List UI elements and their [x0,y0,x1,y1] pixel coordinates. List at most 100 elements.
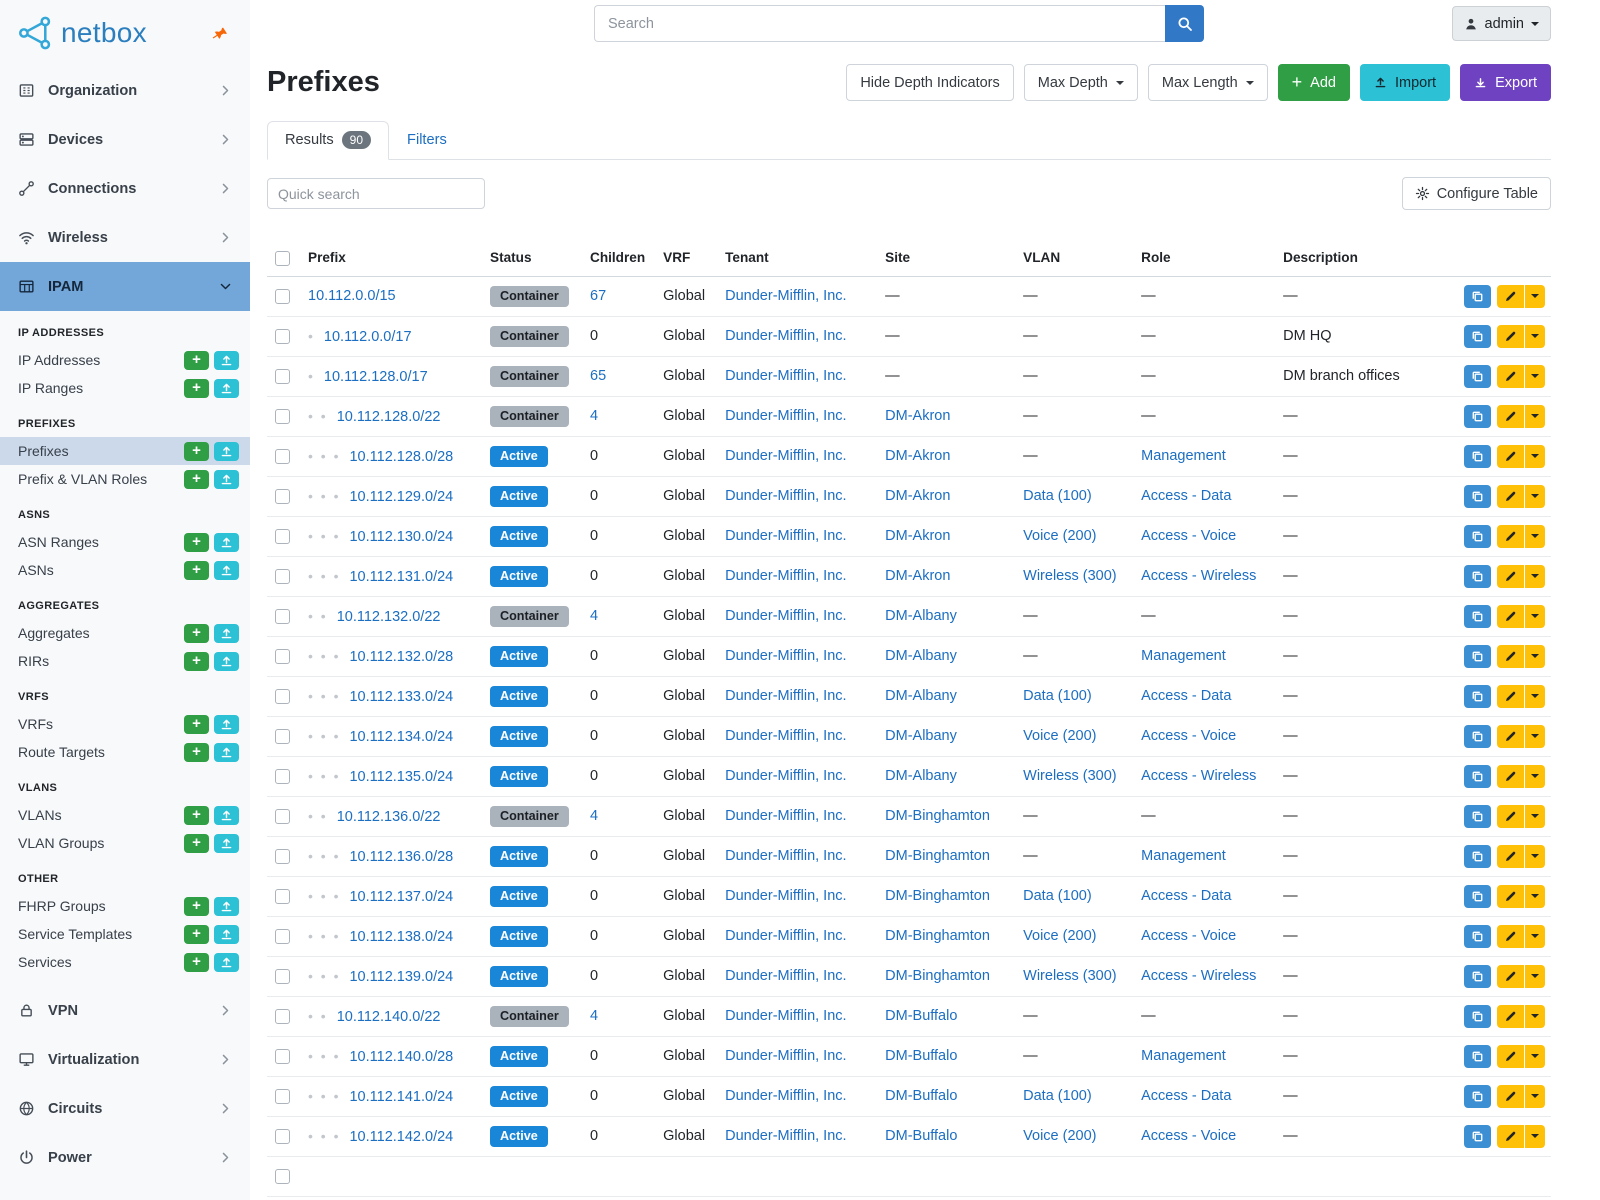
sidebar-item-fhrp-groups[interactable]: FHRP Groups + [0,892,250,920]
tenant-link[interactable]: Dunder-Mifflin, Inc. [725,448,847,465]
copy-button[interactable] [1464,1084,1491,1108]
row-actions-dropdown[interactable] [1525,804,1545,828]
row-actions-dropdown[interactable] [1525,444,1545,468]
site-link[interactable]: DM-Buffalo [885,1128,958,1145]
prefix-link[interactable]: 10.112.129.0/24 [349,488,454,505]
row-actions-dropdown[interactable] [1525,404,1545,428]
vlan-link[interactable]: Voice (200) [1023,728,1097,745]
children-link[interactable]: 4 [590,808,599,825]
search-input[interactable] [594,5,1165,42]
tenant-link[interactable]: Dunder-Mifflin, Inc. [725,1048,847,1065]
quick-add-button[interactable]: + [184,714,209,734]
role-link[interactable]: Management [1141,1048,1226,1065]
quick-import-button[interactable] [214,952,239,972]
row-actions-dropdown[interactable] [1525,284,1545,308]
vlan-link[interactable]: Data (100) [1023,688,1092,705]
select-all-checkbox[interactable] [275,250,290,266]
row-checkbox[interactable] [275,889,290,905]
vlan-link[interactable]: Data (100) [1023,888,1092,905]
prefix-link[interactable]: 10.112.128.0/22 [336,408,441,425]
edit-button[interactable] [1497,364,1524,388]
edit-button[interactable] [1497,684,1524,708]
copy-button[interactable] [1464,284,1491,308]
prefix-link[interactable]: 10.112.130.0/24 [349,528,454,545]
hide-depth-indicators-button[interactable]: Hide Depth Indicators [846,64,1014,101]
row-checkbox[interactable] [275,329,290,345]
row-checkbox[interactable] [275,449,290,465]
quick-add-button[interactable]: + [184,469,209,489]
vlan-link[interactable]: Data (100) [1023,488,1092,505]
tenant-link[interactable]: Dunder-Mifflin, Inc. [725,808,847,825]
row-checkbox[interactable] [275,689,290,705]
add-button[interactable]: + Add [1277,64,1350,101]
site-link[interactable]: DM-Albany [885,768,957,785]
edit-button[interactable] [1497,884,1524,908]
row-actions-dropdown[interactable] [1525,924,1545,948]
site-link[interactable]: DM-Binghamton [885,848,990,865]
copy-button[interactable] [1464,484,1491,508]
tenant-link[interactable]: Dunder-Mifflin, Inc. [725,1088,847,1105]
copy-button[interactable] [1464,564,1491,588]
children-link[interactable]: 4 [590,408,599,425]
sidebar-item-asns[interactable]: ASNs + [0,556,250,584]
sidebar-item-aggregates[interactable]: Aggregates + [0,619,250,647]
sidebar-item-wireless[interactable]: Wireless [0,213,250,262]
edit-button[interactable] [1497,484,1524,508]
quick-import-button[interactable] [214,924,239,944]
prefix-link[interactable]: 10.112.135.0/24 [349,768,454,785]
role-link[interactable]: Access - Data [1141,488,1232,505]
quick-import-button[interactable] [214,560,239,580]
copy-button[interactable] [1464,644,1491,668]
role-link[interactable]: Access - Voice [1141,1128,1237,1145]
role-link[interactable]: Access - Data [1141,688,1232,705]
pin-icon[interactable] [212,24,230,42]
copy-button[interactable] [1464,1044,1491,1068]
site-link[interactable]: DM-Albany [885,688,957,705]
sidebar-item-prefix-vlan-roles[interactable]: Prefix & VLAN Roles + [0,465,250,493]
copy-button[interactable] [1464,764,1491,788]
copy-button[interactable] [1464,324,1491,348]
quick-import-button[interactable] [214,833,239,853]
prefix-link[interactable]: 10.112.132.0/28 [349,648,454,665]
sidebar-item-vlans[interactable]: VLANs + [0,801,250,829]
copy-button[interactable] [1464,964,1491,988]
copy-button[interactable] [1464,684,1491,708]
row-checkbox[interactable] [275,1169,290,1185]
quick-import-button[interactable] [214,896,239,916]
sidebar-item-ip-addresses[interactable]: IP Addresses + [0,346,250,374]
edit-button[interactable] [1497,564,1524,588]
edit-button[interactable] [1497,844,1524,868]
role-link[interactable]: Management [1141,648,1226,665]
quick-import-button[interactable] [214,441,239,461]
quick-add-button[interactable]: + [184,378,209,398]
tenant-link[interactable]: Dunder-Mifflin, Inc. [725,1008,847,1025]
site-link[interactable]: DM-Albany [885,608,957,625]
row-checkbox[interactable] [275,289,290,305]
copy-button[interactable] [1464,1004,1491,1028]
edit-button[interactable] [1497,1004,1524,1028]
role-link[interactable]: Access - Wireless [1141,968,1257,985]
column-header-children[interactable]: Children [582,242,656,277]
prefix-link[interactable]: 10.112.133.0/24 [349,688,454,705]
column-header-tenant[interactable]: Tenant [717,242,878,277]
sidebar-item-circuits[interactable]: Circuits [0,1084,250,1133]
max-depth-dropdown[interactable]: Max Depth [1023,64,1138,101]
sidebar-item-organization[interactable]: Organization [0,66,250,115]
user-menu-button[interactable]: admin [1451,6,1551,41]
row-actions-dropdown[interactable] [1525,644,1545,668]
row-checkbox[interactable] [275,409,290,425]
tenant-link[interactable]: Dunder-Mifflin, Inc. [725,488,847,505]
prefix-link[interactable]: 10.112.137.0/24 [349,888,454,905]
edit-button[interactable] [1497,404,1524,428]
quick-import-button[interactable] [214,532,239,552]
prefix-link[interactable]: 10.112.140.0/28 [349,1048,454,1065]
copy-button[interactable] [1464,804,1491,828]
row-actions-dropdown[interactable] [1525,844,1545,868]
tenant-link[interactable]: Dunder-Mifflin, Inc. [725,528,847,545]
quick-add-button[interactable]: + [184,560,209,580]
quick-add-button[interactable]: + [184,896,209,916]
row-actions-dropdown[interactable] [1525,484,1545,508]
site-link[interactable]: DM-Binghamton [885,928,990,945]
row-actions-dropdown[interactable] [1525,1004,1545,1028]
copy-button[interactable] [1464,844,1491,868]
